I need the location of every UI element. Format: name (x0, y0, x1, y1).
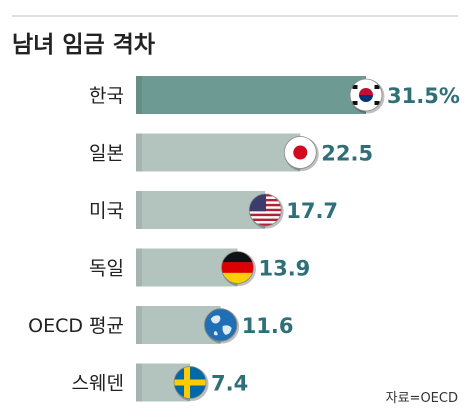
value-label: 17.7 (286, 199, 338, 223)
category-label: 독일 (89, 258, 124, 280)
germany-flag-icon (221, 251, 256, 286)
bar-shade (136, 363, 142, 402)
category-label: 일본 (89, 143, 124, 165)
korea-flag-icon (349, 78, 385, 114)
globe-icon (204, 308, 240, 344)
bar-shade (136, 191, 142, 229)
bar-shade (136, 76, 142, 114)
category-label: 한국 (89, 85, 124, 107)
bar-shade (136, 306, 142, 344)
category-label: 스웨덴 (72, 373, 124, 395)
category-label: 미국 (89, 200, 124, 222)
sweden-flag-icon (173, 366, 209, 401)
bar (136, 248, 238, 287)
value-label: 11.6 (242, 314, 294, 338)
bars-group: 한국 31.5% 일본 22.5 미국 17.7 독일 13.9 OECD 평균 11.6 스웨덴 7… (28, 76, 460, 402)
bar (136, 133, 301, 172)
category-label: OECD 평균 (28, 315, 124, 337)
value-label: 7.4 (211, 372, 248, 396)
bar-shade (136, 133, 142, 172)
japan-flag-icon (283, 136, 319, 171)
bar (136, 191, 266, 229)
value-label: 31.5% (387, 84, 460, 108)
source-note: 자료=OECD (386, 391, 458, 406)
chart-title: 남녀 임금 격차 (12, 32, 155, 58)
value-label: 22.5 (321, 142, 373, 166)
bar (136, 76, 366, 114)
value-label: 13.9 (258, 257, 310, 281)
bar-shade (136, 248, 142, 287)
